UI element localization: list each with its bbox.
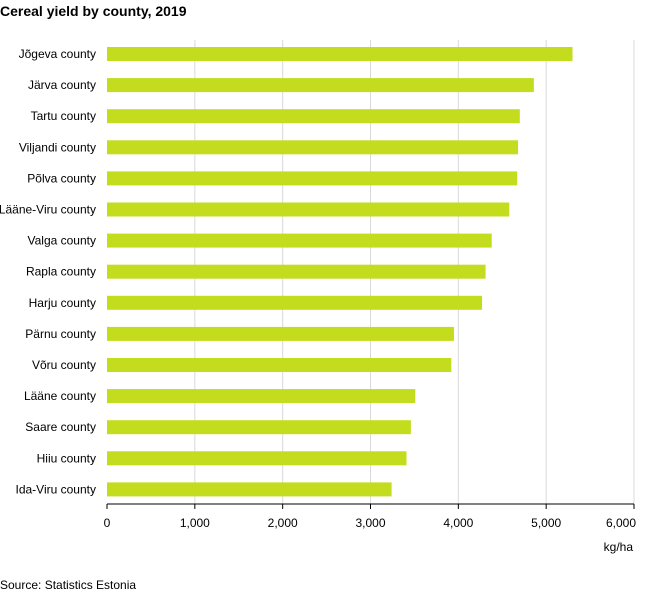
category-label: Viljandi county — [19, 140, 96, 154]
category-label: Tartu county — [31, 109, 96, 123]
category-labels: Jõgeva county Järva county Tartu county Vil… — [0, 47, 96, 496]
bar — [107, 389, 416, 404]
category-label: Jõgeva county — [19, 47, 96, 61]
bar — [107, 202, 510, 217]
category-label: Võru county — [32, 358, 96, 372]
category-label: Järva county — [28, 78, 96, 92]
bar — [107, 171, 518, 186]
category-label: Saare county — [25, 420, 96, 434]
category-label: Lääne county — [24, 389, 96, 403]
x-axis-unit-label: kg/ha — [604, 540, 634, 554]
x-axis — [106, 503, 635, 509]
x-tick-label: 0 — [104, 516, 111, 530]
x-tick-label: 3,000 — [355, 516, 385, 530]
bar — [107, 233, 492, 248]
chart-title: Cereal yield by county, 2019 — [0, 3, 187, 19]
x-tick-label: 4,000 — [443, 516, 473, 530]
bar — [107, 140, 519, 155]
bar — [107, 482, 392, 497]
category-label: Hiiu county — [37, 451, 96, 465]
category-label: Ida-Viru county — [16, 482, 97, 496]
category-label: Lääne-Viru county — [0, 203, 96, 217]
category-label: Pärnu county — [25, 327, 96, 341]
category-label: Rapla county — [26, 265, 96, 279]
bars — [107, 47, 573, 497]
x-tick-label: 5,000 — [531, 516, 561, 530]
bar — [107, 47, 573, 61]
x-tick-labels: 0 1,000 2,000 3,000 4,000 5,000 6,000 — [104, 516, 637, 530]
bar — [107, 109, 520, 124]
bar — [107, 451, 407, 466]
x-tick-label: 6,000 — [606, 516, 636, 530]
x-tick-label: 1,000 — [180, 516, 210, 530]
source-note: Source: Statistics Estonia — [0, 578, 137, 592]
bar — [107, 420, 411, 435]
category-label: Valga county — [28, 234, 97, 248]
bar — [107, 264, 486, 279]
category-label: Põlva county — [27, 171, 96, 185]
x-tick-label: 2,000 — [268, 516, 298, 530]
category-label: Harju county — [29, 296, 96, 310]
bar — [107, 295, 483, 310]
bar — [107, 358, 452, 372]
bar — [107, 326, 454, 341]
bar — [107, 78, 534, 93]
